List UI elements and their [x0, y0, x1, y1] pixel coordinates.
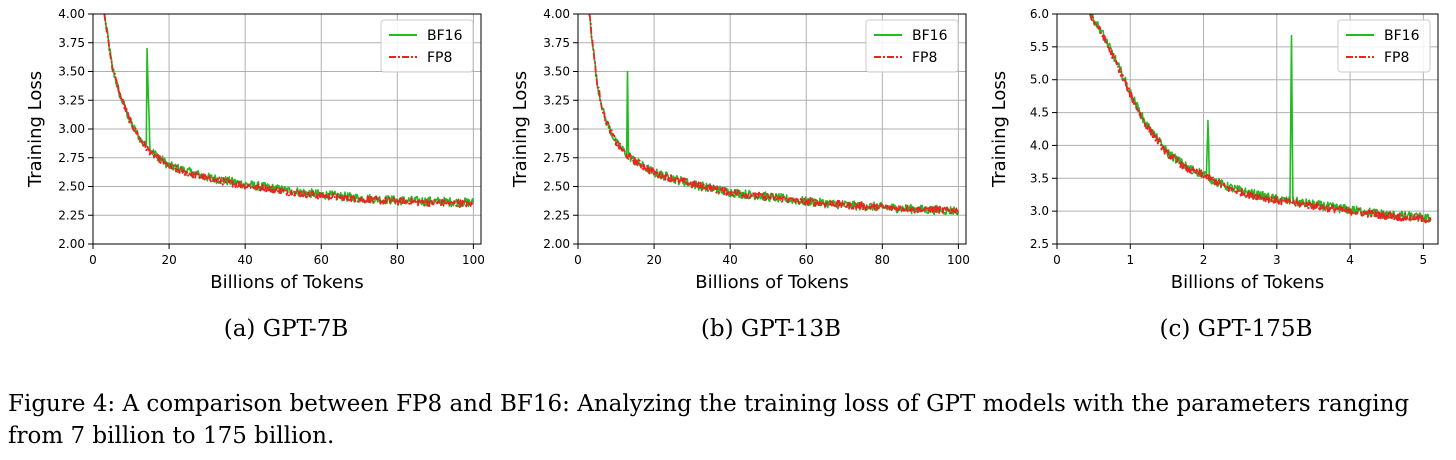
legend-label-fp8: FP8 [1384, 50, 1409, 66]
x-axis-label: Billions of Tokens [695, 272, 849, 293]
legend-box [380, 19, 474, 73]
y-axis-label: Training Loss [989, 71, 1010, 188]
y-tick-label: 3.5 [1030, 171, 1049, 185]
y-tick-label: 4.5 [1030, 106, 1049, 120]
x-tick-label: 0 [89, 253, 97, 267]
x-tick-label: 80 [390, 253, 405, 267]
x-tick-label: 20 [646, 253, 661, 267]
x-tick-label: 2 [1200, 253, 1208, 267]
y-tick-label: 6.0 [1030, 7, 1049, 21]
x-tick-label: 40 [238, 253, 253, 267]
plot-frame [92, 13, 482, 245]
x-tick-label: 1 [1126, 253, 1134, 267]
legend-box [1337, 19, 1431, 73]
y-tick-label: 3.75 [58, 36, 85, 50]
y-tick-label: 5.5 [1030, 40, 1049, 54]
y-axis-label: Training Loss [25, 71, 46, 188]
x-axis-label: Billions of Tokens [1171, 272, 1325, 293]
y-tick-label: 3.00 [58, 122, 85, 136]
x-tick-label: 0 [1053, 253, 1061, 267]
y-tick-label: 3.00 [543, 122, 570, 136]
x-axis-label: Billions of Tokens [210, 272, 364, 293]
chart-panel-b: 0 20 40 60 80 100 2.00 2.25 2.50 2.75 3.00 3.25 3.50… [510, 7, 970, 293]
y-tick-label: 3.50 [58, 65, 85, 79]
x-tick-label: 3 [1273, 253, 1281, 267]
y-tick-label: 2.50 [543, 180, 570, 194]
x-tick-label: 5 [1420, 253, 1428, 267]
series-line-bf16 [103, 14, 475, 208]
x-tick-label: 100 [462, 253, 485, 267]
y-tick-label: 4.00 [543, 7, 570, 21]
y-tick-label: 2.25 [58, 208, 85, 222]
chart-panel-c: 0 1 2 3 4 5 2.5 3.0 3.5 4.0 4.5 5.0 5.5 6.0 Billions o… [989, 7, 1439, 293]
y-tick-label: 2.00 [543, 237, 570, 251]
x-tick-label: 80 [875, 253, 890, 267]
y-tick-label: 3.25 [58, 93, 85, 107]
caption-panel-a: (a) GPT-7B [223, 316, 349, 342]
legend-label-fp8: FP8 [912, 50, 937, 66]
x-tick-label: 40 [723, 253, 738, 267]
figure: 0 20 40 60 80 1002.002.252.502.753.003.253.50… [25, 7, 1439, 293]
x-tick-label: 20 [161, 253, 176, 267]
y-tick-label: 5.0 [1030, 73, 1049, 87]
x-tick-label: 60 [799, 253, 814, 267]
series-line-fp8 [103, 14, 475, 208]
y-tick-label: 2.75 [543, 151, 570, 165]
y-tick-label: 2.5 [1030, 237, 1049, 251]
y-tick-label: 2.50 [58, 180, 85, 194]
caption-panel-b: (b) GPT-13B [700, 316, 842, 342]
legend-label-fp8: FP8 [427, 50, 452, 66]
y-tick-label: 2.75 [58, 151, 85, 165]
legend-box [865, 19, 959, 73]
y-axis-label: Training Loss [510, 71, 531, 188]
y-tick-label: 3.75 [543, 36, 570, 50]
y-tick-label: 2.25 [543, 208, 570, 222]
series-line-fp8 [588, 14, 959, 215]
y-tick-label: 4.00 [58, 7, 85, 21]
figure-caption: Figure 4: A comparison between FP8 and B… [8, 391, 1410, 449]
chart-panel-a: 0 20 40 60 80 100 2.00 2.25 2.50 2.75 3.00 3.25 3.50… [25, 7, 485, 293]
plot-frame [1056, 13, 1439, 245]
x-tick-label: 100 [947, 253, 970, 267]
y-tick-label: 3.25 [543, 93, 570, 107]
y-tick-label: 4.0 [1030, 138, 1049, 152]
y-tick-label: 2.00 [58, 237, 85, 251]
legend-label-bf16: BF16 [1384, 28, 1420, 44]
series-line-fp8 [1089, 14, 1432, 224]
y-tick-label: 3.0 [1030, 204, 1049, 218]
y-tick-label: 3.50 [543, 65, 570, 79]
x-tick-label: 60 [314, 253, 329, 267]
legend-label-bf16: BF16 [912, 28, 948, 44]
x-tick-label: 0 [574, 253, 582, 267]
caption-panel-c: (c) GPT-175B [1159, 316, 1313, 342]
plot-frame [577, 13, 967, 245]
legend-label-bf16: BF16 [427, 28, 463, 44]
x-tick-label: 4 [1346, 253, 1354, 267]
